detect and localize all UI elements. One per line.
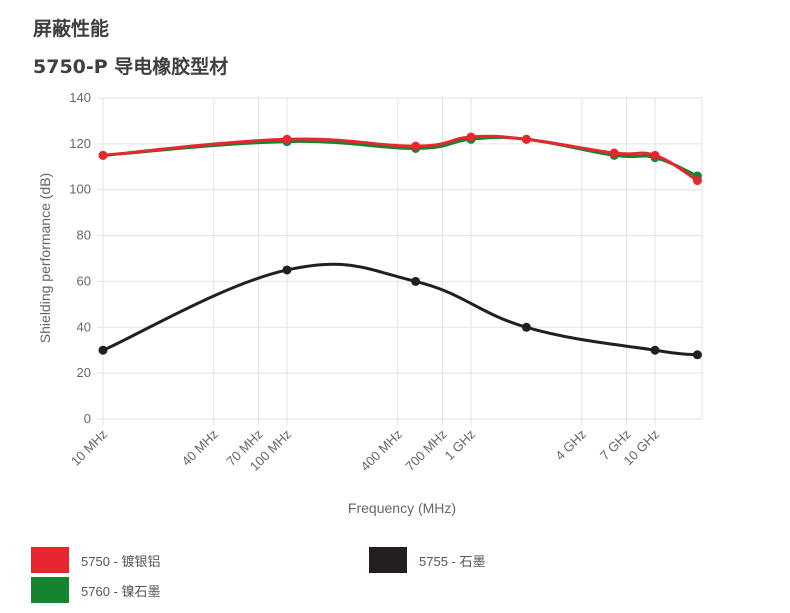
y-tick-label: 20	[77, 365, 91, 380]
legend-item-5755[interactable]: 5755 - 石墨	[369, 547, 485, 573]
series-2-line	[102, 262, 698, 357]
y-tick-label: 140	[69, 90, 91, 105]
series-1-point[interactable]	[411, 141, 421, 151]
y-tick-label: 100	[69, 182, 91, 197]
legend-label-5755: 5755 - 石墨	[419, 553, 486, 569]
legend-item-5760[interactable]: 5760 - 镍石墨	[31, 577, 160, 603]
legend-swatch-5750	[31, 547, 69, 573]
series-1-point[interactable]	[650, 150, 660, 160]
series-2-point[interactable]	[282, 265, 292, 275]
x-tick-label: 1 GHz	[441, 427, 478, 464]
series-1-point[interactable]	[98, 150, 108, 160]
series-1-point[interactable]	[466, 132, 476, 142]
y-axis-title: Shielding performance (dB)	[37, 173, 53, 343]
legend-label-5750: 5750 - 镀银铝	[81, 553, 161, 569]
series-lines	[98, 132, 702, 360]
series-2-point[interactable]	[692, 350, 702, 360]
x-tick-label: 4 GHz	[552, 427, 589, 464]
y-tick-label: 0	[84, 411, 91, 426]
y-axis: 0 20 40 60 80 100 120 140	[69, 90, 91, 426]
series-0-line	[102, 135, 699, 178]
grid	[97, 97, 703, 425]
series-2-point[interactable]	[650, 345, 660, 355]
y-tick-label: 60	[77, 273, 91, 288]
legend-item-5750[interactable]: 5750 - 镀银铝	[31, 547, 160, 573]
x-tick-label: 10 MHz	[68, 427, 110, 469]
x-tick-label: 40 MHz	[179, 427, 221, 469]
y-tick-label: 120	[69, 136, 91, 151]
series-1-point[interactable]	[609, 148, 619, 158]
series-2-point[interactable]	[98, 345, 108, 355]
page-heading: 屏蔽性能	[33, 18, 110, 40]
series-2-point[interactable]	[521, 322, 531, 332]
legend-swatch-5760	[31, 577, 69, 603]
x-axis-title: Frequency (MHz)	[348, 500, 456, 516]
y-tick-label: 80	[77, 228, 91, 243]
series-2-point[interactable]	[411, 276, 421, 286]
series-1-point[interactable]	[692, 176, 702, 186]
legend-swatch-5755	[369, 547, 407, 573]
series-1-point[interactable]	[521, 134, 531, 144]
x-tick-label: 400 MHz	[358, 427, 405, 474]
legend-label-5760: 5760 - 镍石墨	[81, 583, 161, 599]
y-tick-label: 40	[77, 319, 91, 334]
series-1-line	[102, 134, 699, 182]
chart-subheading: 5750-P 导电橡胶型材	[33, 56, 229, 78]
series-1-point[interactable]	[282, 134, 292, 144]
